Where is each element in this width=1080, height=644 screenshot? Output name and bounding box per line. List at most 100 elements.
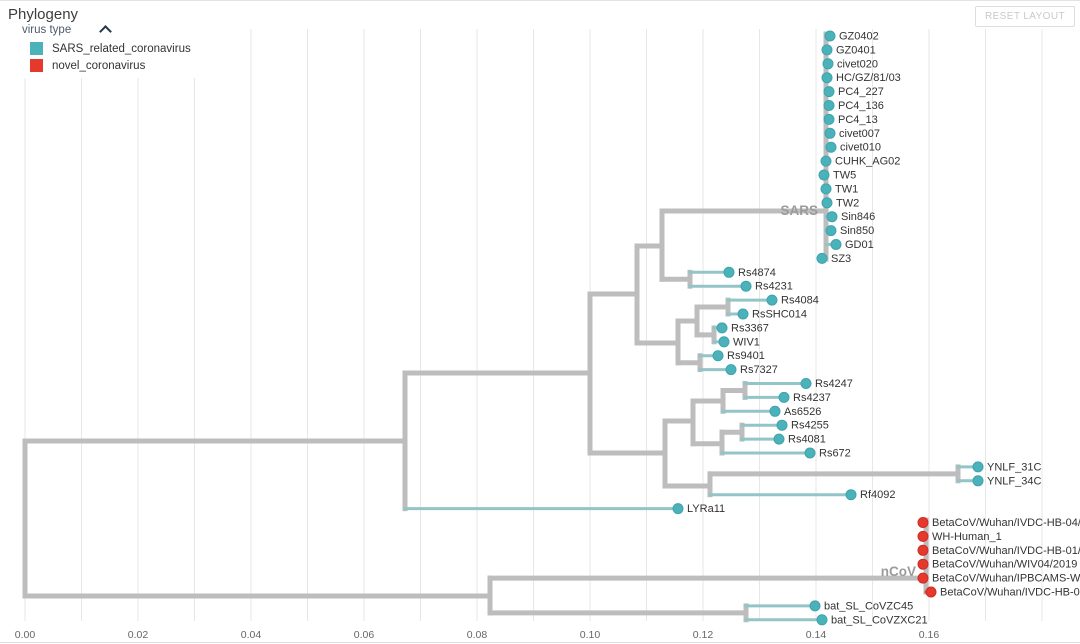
leaf-node[interactable] bbox=[737, 308, 749, 320]
leaf-node[interactable] bbox=[972, 461, 984, 473]
leaf-node[interactable] bbox=[824, 127, 836, 139]
legend-item-ncov[interactable]: novel_coronavirus bbox=[30, 59, 191, 72]
leaf-label[interactable]: Rf4092 bbox=[860, 489, 895, 501]
axis-tick-label: 0.02 bbox=[128, 629, 149, 641]
leaf-label[interactable]: PC4_136 bbox=[838, 100, 884, 112]
leaf-node[interactable] bbox=[823, 86, 835, 98]
leaf-label[interactable]: bat_SL_CoVZXC21 bbox=[831, 614, 928, 626]
leaf-label[interactable]: Rs3367 bbox=[731, 322, 769, 334]
leaf-node[interactable] bbox=[816, 252, 828, 264]
leaf-label[interactable]: TW5 bbox=[833, 170, 856, 182]
leaf-node[interactable] bbox=[917, 530, 929, 542]
legend-item-sars[interactable]: SARS_related_coronavirus bbox=[30, 42, 191, 55]
leaf-node[interactable] bbox=[821, 44, 833, 56]
leaf-node[interactable] bbox=[824, 30, 836, 42]
leaf-label[interactable]: RsSHC014 bbox=[752, 309, 807, 321]
leaf-label[interactable]: TW1 bbox=[835, 183, 858, 195]
leaf-node[interactable] bbox=[818, 169, 830, 181]
leaf-node[interactable] bbox=[769, 405, 781, 417]
leaf-label[interactable]: BetaCoV/Wuhan/IPBCAMS-WH-01/2 bbox=[932, 573, 1080, 585]
leaf-node[interactable] bbox=[776, 419, 788, 431]
leaf-node[interactable] bbox=[740, 280, 752, 292]
leaf-node[interactable] bbox=[821, 72, 833, 84]
leaf-node[interactable] bbox=[809, 600, 821, 612]
leaf-label[interactable]: BetaCoV/Wuhan/IVDC-HB-04/2020 bbox=[932, 517, 1080, 529]
leaf-label[interactable]: GD01 bbox=[845, 239, 874, 251]
leaf-node[interactable] bbox=[822, 58, 834, 70]
leaf-node[interactable] bbox=[917, 558, 929, 570]
axis-tick-label: 0.14 bbox=[806, 629, 827, 641]
leaf-node[interactable] bbox=[925, 586, 937, 598]
leaf-node[interactable] bbox=[766, 294, 778, 306]
leaf-node[interactable] bbox=[826, 211, 838, 223]
axis-tick-label: 0.10 bbox=[580, 629, 601, 641]
leaf-label[interactable]: BetaCoV/Wuhan/IVDC-HB-05/2019 bbox=[940, 587, 1080, 599]
leaf-label[interactable]: GZ0402 bbox=[839, 31, 879, 43]
leaf-label[interactable]: Rs4084 bbox=[781, 295, 819, 307]
leaf-node[interactable] bbox=[917, 544, 929, 556]
leaf-node[interactable] bbox=[845, 489, 857, 501]
leaf-label[interactable]: Rs9401 bbox=[727, 350, 765, 362]
clade-label: SARS bbox=[780, 203, 818, 218]
leaf-node[interactable] bbox=[823, 100, 835, 111]
leaf-node[interactable] bbox=[820, 155, 832, 167]
leaf-label[interactable]: LYRa11 bbox=[687, 503, 725, 515]
leaf-node[interactable] bbox=[804, 447, 816, 459]
leaf-label[interactable]: TW2 bbox=[836, 197, 859, 209]
leaf-label[interactable]: As6526 bbox=[784, 406, 821, 418]
leaf-label[interactable]: civet010 bbox=[840, 142, 881, 154]
leaf-label[interactable]: YNLF_31C bbox=[987, 461, 1041, 473]
chevron-up-icon[interactable] bbox=[99, 25, 113, 38]
leaf-label[interactable]: WIV1 bbox=[733, 336, 760, 348]
leaf-node[interactable] bbox=[725, 364, 737, 376]
leaf-node[interactable] bbox=[723, 266, 735, 278]
leaf-label[interactable]: PC4_13 bbox=[838, 114, 878, 126]
axis-tick-label: 0.00 bbox=[15, 629, 36, 641]
legend-item-label: novel_coronavirus bbox=[52, 59, 146, 72]
ncov-color-swatch bbox=[30, 59, 43, 72]
leaf-label[interactable]: GZ0401 bbox=[836, 44, 876, 56]
leaf-label[interactable]: civet020 bbox=[837, 58, 878, 70]
leaf-node[interactable] bbox=[820, 183, 832, 195]
leaf-label[interactable]: WH-Human_1 bbox=[932, 531, 1002, 543]
leaf-label[interactable]: Rs4247 bbox=[815, 378, 853, 390]
leaf-node[interactable] bbox=[825, 141, 837, 153]
leaf-label[interactable]: Rs4255 bbox=[791, 420, 829, 432]
leaf-label[interactable]: Sin850 bbox=[840, 225, 874, 237]
leaf-node[interactable] bbox=[778, 391, 790, 403]
leaf-label[interactable]: Rs672 bbox=[819, 448, 851, 460]
leaf-label[interactable]: Rs4237 bbox=[793, 392, 831, 404]
leaf-label[interactable]: Sin846 bbox=[841, 211, 875, 223]
leaf-label[interactable]: bat_SL_CoVZC45 bbox=[824, 600, 913, 612]
leaf-node[interactable] bbox=[972, 475, 984, 487]
leaf-node[interactable] bbox=[800, 378, 812, 389]
leaf-node[interactable] bbox=[917, 572, 929, 584]
leaf-label[interactable]: Rs4231 bbox=[755, 281, 793, 293]
leaf-node[interactable] bbox=[773, 433, 785, 445]
leaf-node[interactable] bbox=[816, 614, 828, 626]
leaf-node[interactable] bbox=[716, 322, 728, 334]
leaf-label[interactable]: Rs7327 bbox=[740, 364, 778, 376]
leaf-label[interactable]: civet007 bbox=[839, 128, 880, 140]
leaf-label[interactable]: BetaCoV/Wuhan/IVDC-HB-01/2019 bbox=[932, 545, 1080, 557]
leaf-node[interactable] bbox=[917, 517, 929, 528]
leaf-label[interactable]: BetaCoV/Wuhan/WIV04/2019 bbox=[932, 559, 1077, 571]
leaf-node[interactable] bbox=[672, 503, 684, 515]
leaf-node[interactable] bbox=[712, 350, 724, 362]
leaf-label[interactable]: HC/GZ/81/03 bbox=[836, 72, 901, 84]
leaf-node[interactable] bbox=[718, 336, 730, 348]
leaf-node[interactable] bbox=[825, 225, 837, 237]
leaf-label[interactable]: PC4_227 bbox=[838, 86, 884, 98]
leaf-label[interactable]: Rs4081 bbox=[788, 434, 826, 446]
leaf-label[interactable]: SZ3 bbox=[831, 253, 851, 265]
legend-title: virus type bbox=[22, 24, 72, 36]
leaf-label[interactable]: YNLF_34C bbox=[987, 475, 1041, 487]
leaf-node[interactable] bbox=[821, 197, 833, 209]
reset-layout-button[interactable]: RESET LAYOUT bbox=[974, 6, 1075, 27]
leaf-label[interactable]: Rs4874 bbox=[738, 267, 776, 279]
leaf-label[interactable]: CUHK_AG02 bbox=[835, 156, 900, 168]
legend-item-label: SARS_related_coronavirus bbox=[52, 42, 191, 55]
leaf-node[interactable] bbox=[830, 239, 842, 250]
leaf-node[interactable] bbox=[823, 113, 835, 125]
